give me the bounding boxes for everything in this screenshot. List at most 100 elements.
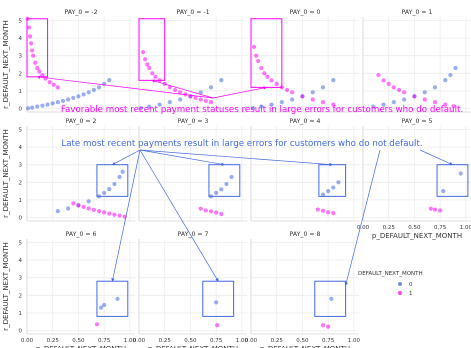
x-tick-label: 0.50 <box>72 338 85 344</box>
y-tick-label: 4 <box>19 145 23 151</box>
scatter-point-class-1 <box>208 100 214 105</box>
scatter-point-class-0 <box>107 187 112 192</box>
facet-title: PAY_0 = -2 <box>64 9 97 16</box>
panel-background <box>251 239 359 334</box>
facet-panel: PAY_0 = -2 0 1 2 3 4 5 <box>19 9 135 112</box>
panel-background <box>139 17 247 112</box>
scatter-point-class-0 <box>259 104 264 109</box>
scatter-point-class-1 <box>320 100 326 105</box>
scatter-point-class-1 <box>443 102 448 107</box>
callout-arrow-magenta <box>151 79 214 99</box>
x-tick-label: 1.00 <box>348 338 361 344</box>
scatter-point-class-1 <box>451 104 456 109</box>
facet-panel: PAY_0 = 6 0 1 2 3 4 5 0.00 0.25 0.50 0.75 1.00 <box>19 231 137 344</box>
scatter-point-class-1 <box>284 87 290 93</box>
scatter-point-class-0 <box>229 174 234 180</box>
scatter-point-class-0 <box>120 169 125 174</box>
facet-title: PAY_0 = 6 <box>66 231 97 238</box>
panel-background <box>27 17 135 112</box>
x-axis-labels: p_DEFAULT_NEXT_MONTH p_DEFAULT_NEXT_MONTH… <box>36 232 462 348</box>
y-axis-label: r_DEFAULT_NEXT_MONTH <box>2 20 10 109</box>
scatter-point-class-1 <box>141 50 146 55</box>
facet-title: PAY_0 = -1 <box>176 9 209 16</box>
scatter-point-class-0 <box>198 90 203 95</box>
scatter-point-class-1 <box>91 207 96 213</box>
scatter-point-class-1 <box>254 53 259 58</box>
scatter-point-class-0 <box>167 100 172 105</box>
scatter-point-class-1 <box>51 82 56 87</box>
callout-arrows <box>36 75 454 286</box>
scatter-point-class-1 <box>215 323 220 328</box>
scatter-point-class-0 <box>208 85 214 90</box>
x-tick-label: 0.75 <box>434 225 447 231</box>
x-tick-label: 0.00 <box>21 338 34 344</box>
scatter-point-class-0 <box>178 97 183 102</box>
panel-background <box>251 17 359 112</box>
scatter-point-class-1 <box>422 97 427 102</box>
scatter-point-class-0 <box>279 100 284 105</box>
scatter-point-class-1 <box>55 85 60 90</box>
x-tick-label: 0.50 <box>296 338 309 344</box>
scatter-point-class-0 <box>219 78 224 83</box>
y-axis-label: r_DEFAULT_NEXT_MONTH <box>2 129 10 218</box>
panel-background <box>139 239 247 334</box>
highlight-box <box>314 280 347 317</box>
scatter-point-class-1 <box>102 210 107 215</box>
panel-background <box>139 126 247 221</box>
scatter-point-class-0 <box>76 94 81 99</box>
scatter-point-class-1 <box>432 207 438 212</box>
y-tick-label: 0 <box>19 106 23 112</box>
scatter-point-class-0 <box>66 97 71 102</box>
scatter-point-class-0 <box>102 81 107 87</box>
scatter-point-class-0 <box>55 100 60 105</box>
scatter-point-class-0 <box>50 101 55 106</box>
panels-layer: PAY_0 = -2 0 1 2 3 4 5 PAY_0 = -1 PAY_0 = 0 PAY_0… <box>19 9 471 344</box>
x-tick-label: 0.75 <box>210 338 223 344</box>
scatter-point-class-0 <box>402 97 407 102</box>
scatter-point-class-1 <box>31 53 36 58</box>
x-tick-label: 0.50 <box>184 338 197 344</box>
scatter-point-class-1 <box>40 72 45 78</box>
y-tick-label: 5 <box>19 241 23 247</box>
scatter-point-class-0 <box>55 209 60 214</box>
scatter-point-class-1 <box>320 323 326 328</box>
scatter-point-class-0 <box>117 174 122 180</box>
scatter-point-class-1 <box>71 201 76 206</box>
x-tick-label: 0.75 <box>98 338 111 344</box>
facet-panel: PAY_0 = 8 0.00 0.25 0.50 0.75 1.00 <box>245 231 361 344</box>
scatter-point-class-0 <box>219 187 224 192</box>
y-tick-label: 3 <box>19 54 23 60</box>
scatter-point-class-0 <box>107 78 112 83</box>
scatter-point-class-1 <box>203 98 208 104</box>
scatter-point-class-1 <box>153 74 158 79</box>
callout-arrow-blue <box>419 149 454 166</box>
y-tick-label: 3 <box>19 163 23 169</box>
y-tick-label: 0 <box>19 328 23 334</box>
facet-title: PAY_0 = 0 <box>290 9 321 16</box>
facet-panel: PAY_0 = 3 <box>138 118 247 222</box>
scatter-point-class-0 <box>432 85 438 90</box>
scatter-point-class-1 <box>265 74 270 79</box>
scatter-point-class-1 <box>256 58 261 64</box>
scatter-point-class-1 <box>428 206 433 211</box>
legend-label-1: 1 <box>409 291 413 297</box>
scatter-point-class-1 <box>30 48 35 53</box>
scatter-point-class-0 <box>453 65 458 71</box>
scatter-point-class-1 <box>172 87 178 93</box>
legend-title: DEFAULT_NEXT_MONTH <box>358 271 423 277</box>
scatter-point-class-1 <box>27 34 33 39</box>
scatter-point-class-1 <box>219 211 224 217</box>
scatter-point-class-1 <box>47 79 52 85</box>
panel-background <box>27 239 135 334</box>
x-axis-label: p_DEFAULT_NEXT_MONTH <box>372 232 462 240</box>
scatter-point-class-1 <box>26 25 32 30</box>
facet-title: PAY_0 = 7 <box>178 231 209 238</box>
callout-arrow-blue <box>111 149 141 166</box>
scatter-point-class-1 <box>198 206 203 211</box>
scatter-point-class-1 <box>167 85 172 90</box>
scatter-point-class-0 <box>40 103 45 108</box>
callout-arrow-blue <box>139 149 225 166</box>
scatter-point-class-1 <box>402 90 407 95</box>
scatter-point-class-0 <box>310 90 315 95</box>
legend: DEFAULT_NEXT_MONTH 0 1 <box>358 271 423 297</box>
